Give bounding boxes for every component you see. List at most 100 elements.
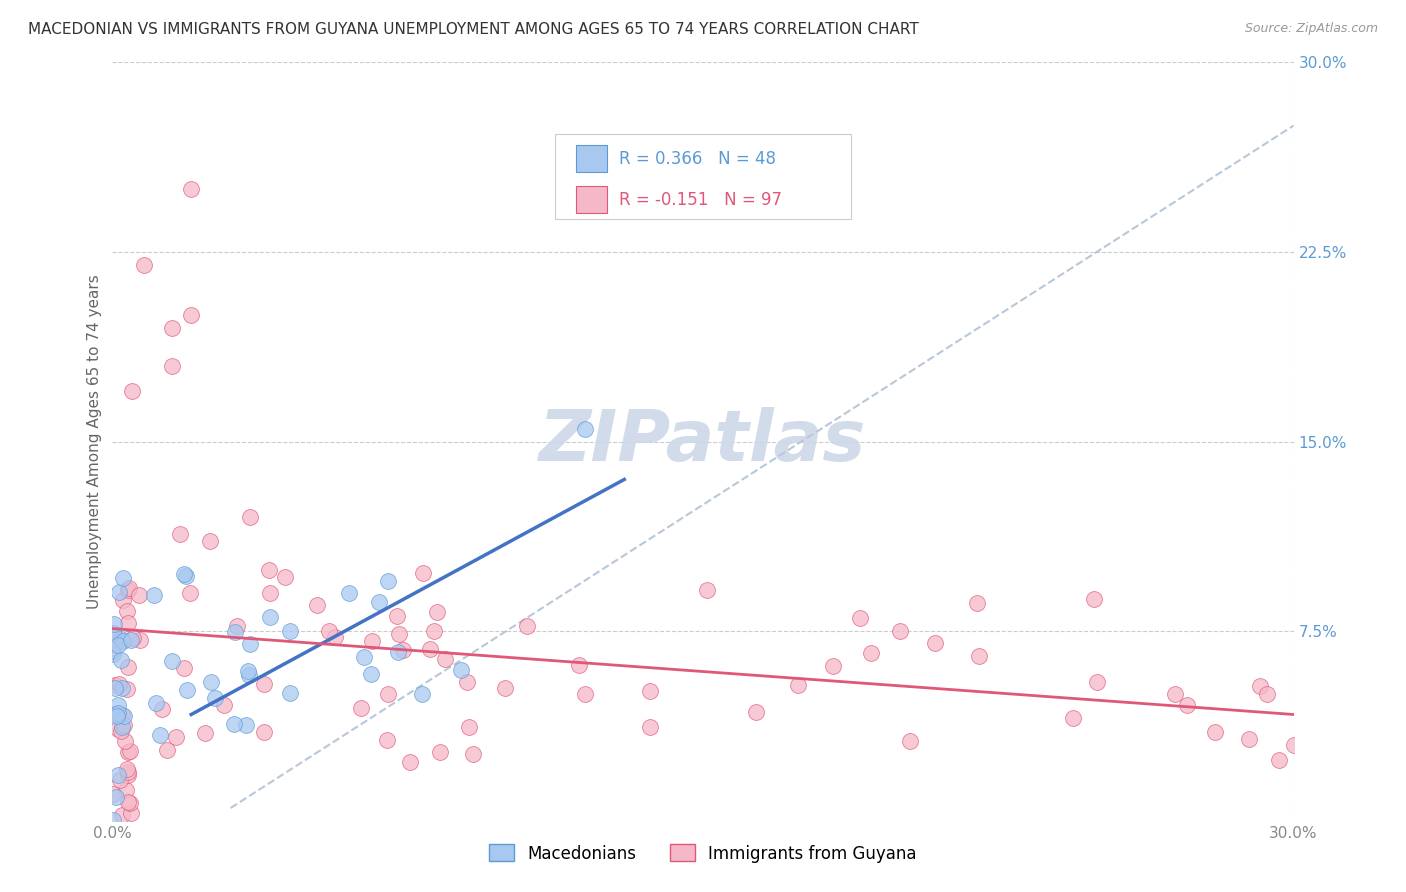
Point	[128, 632, 150, 647]
Point	[117, 582, 139, 596]
Point	[398, 755, 420, 769]
Point	[112, 634, 135, 648]
Point	[120, 632, 142, 647]
Point	[103, 648, 125, 662]
Point	[114, 733, 136, 747]
Point	[107, 698, 129, 712]
Point	[179, 585, 201, 599]
Point	[353, 649, 375, 664]
Y-axis label: Unemployment Among Ages 65 to 74 years: Unemployment Among Ages 65 to 74 years	[87, 274, 103, 609]
Point	[367, 595, 389, 609]
Point	[117, 659, 139, 673]
Point	[1164, 687, 1187, 701]
Point	[160, 359, 183, 373]
Point	[457, 720, 479, 734]
Point	[115, 762, 138, 776]
Point	[461, 747, 484, 761]
Point	[111, 593, 134, 607]
Point	[204, 691, 226, 706]
Point	[823, 659, 845, 673]
Point	[110, 653, 132, 667]
Point	[160, 654, 183, 668]
Point	[419, 641, 441, 656]
Point	[120, 805, 142, 820]
Point	[253, 725, 276, 739]
Point	[638, 719, 661, 733]
Point	[169, 526, 191, 541]
Point	[156, 743, 179, 757]
Point	[111, 571, 134, 585]
Point	[318, 624, 340, 639]
Point	[103, 643, 125, 657]
Point	[516, 618, 538, 632]
Point	[1249, 679, 1271, 693]
Point	[142, 588, 165, 602]
Point	[377, 733, 399, 747]
Point	[429, 745, 451, 759]
Point	[110, 632, 132, 646]
Point	[111, 720, 134, 734]
Point	[149, 728, 172, 742]
Point	[568, 657, 591, 672]
Point	[924, 636, 946, 650]
Point	[194, 726, 217, 740]
Point	[387, 644, 409, 658]
Point	[238, 667, 260, 681]
Legend: Macedonians, Immigrants from Guyana: Macedonians, Immigrants from Guyana	[482, 838, 924, 869]
Point	[1237, 731, 1260, 746]
Point	[145, 696, 167, 710]
Point	[107, 706, 129, 720]
Point	[117, 745, 139, 759]
Point	[180, 308, 202, 322]
Point	[104, 790, 127, 805]
Point	[173, 661, 195, 675]
Point	[121, 384, 143, 398]
Point	[103, 626, 125, 640]
Point	[337, 586, 360, 600]
Point	[278, 624, 301, 639]
Point	[111, 708, 134, 723]
Point	[212, 698, 235, 712]
Point	[574, 422, 596, 436]
Point	[160, 321, 183, 335]
Point	[325, 631, 347, 645]
Point	[132, 258, 155, 272]
Point	[115, 681, 138, 696]
Point	[150, 701, 173, 715]
Point	[898, 733, 921, 747]
Point	[104, 706, 127, 721]
Point	[180, 182, 202, 196]
Point	[107, 723, 129, 737]
Point	[200, 674, 222, 689]
Text: Source: ZipAtlas.com: Source: ZipAtlas.com	[1244, 22, 1378, 36]
Point	[174, 568, 197, 582]
Point	[107, 768, 129, 782]
Point	[235, 718, 257, 732]
Point	[278, 686, 301, 700]
Point	[176, 683, 198, 698]
Point	[377, 574, 399, 588]
Point	[117, 768, 139, 782]
Point	[224, 717, 246, 731]
Point	[307, 598, 329, 612]
Point	[638, 684, 661, 698]
Point	[226, 619, 249, 633]
Point	[101, 787, 124, 801]
Point	[173, 567, 195, 582]
Point	[350, 701, 373, 715]
Point	[117, 795, 139, 809]
Point	[253, 677, 276, 691]
Point	[426, 605, 449, 619]
Text: R = 0.366   N = 48: R = 0.366 N = 48	[619, 150, 776, 168]
Point	[1175, 698, 1198, 712]
Point	[107, 638, 129, 652]
Point	[110, 807, 132, 822]
Point	[121, 631, 143, 645]
Point	[494, 681, 516, 696]
Point	[860, 646, 883, 660]
Point	[117, 616, 139, 631]
Point	[385, 609, 408, 624]
Point	[105, 708, 128, 723]
Point	[112, 718, 135, 732]
Point	[377, 687, 399, 701]
